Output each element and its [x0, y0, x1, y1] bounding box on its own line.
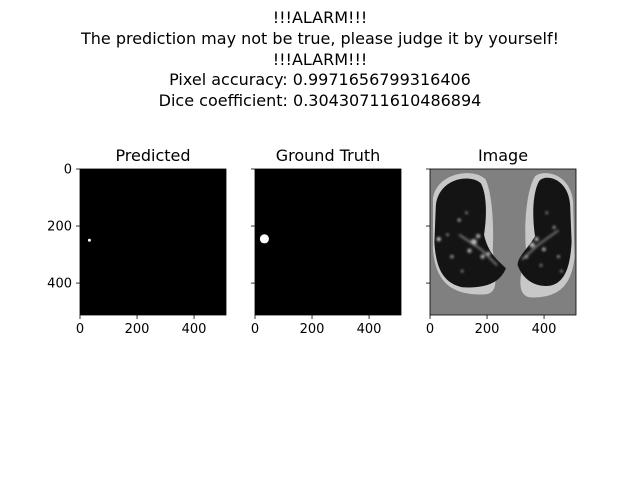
x-tick-label: 400	[182, 322, 207, 337]
image-area	[255, 169, 401, 315]
title-line-4: Pixel accuracy: 0.9971656799316406	[169, 70, 471, 89]
subplot-2: Ground Truth 0 200 400	[251, 146, 402, 337]
image-area	[80, 169, 226, 315]
subplot-title: Ground Truth	[276, 146, 381, 165]
x-tick-label: 200	[125, 322, 150, 337]
y-tick-label: 400	[47, 277, 72, 292]
axes-frame	[79, 168, 227, 316]
axes-frame	[429, 168, 577, 316]
lung-vessels	[436, 211, 563, 273]
x-tick-label: 200	[300, 322, 325, 337]
x-tick-label: 0	[426, 322, 434, 337]
title-line-5: Dice coefficient: 0.30430711610486894	[158, 91, 482, 110]
y-tick-label: 0	[64, 163, 72, 178]
ct-lung-image	[432, 173, 575, 298]
right-lung	[517, 177, 572, 286]
x-tick-label: 200	[475, 322, 500, 337]
mask-blob	[87, 238, 91, 242]
subplot-title: Image	[478, 146, 528, 165]
title-line-3: !!!ALARM!!!	[272, 50, 368, 69]
left-lung	[434, 178, 506, 288]
subplot-1: Predicted 0 200 400 0 200 400	[47, 146, 227, 337]
axes-frame	[254, 168, 402, 316]
subplot-title: Predicted	[115, 146, 190, 165]
x-tick-label: 0	[251, 322, 259, 337]
subplot-3: Image 0 200 400	[426, 146, 577, 337]
title-line-1: !!!ALARM!!!	[272, 8, 368, 27]
title-line-2: The prediction may not be true, please j…	[80, 29, 560, 48]
x-tick-label: 400	[532, 322, 557, 337]
x-tick-label: 400	[357, 322, 382, 337]
mask-blob	[259, 234, 269, 244]
x-tick-label: 0	[76, 322, 84, 337]
y-tick-label: 200	[47, 220, 72, 235]
